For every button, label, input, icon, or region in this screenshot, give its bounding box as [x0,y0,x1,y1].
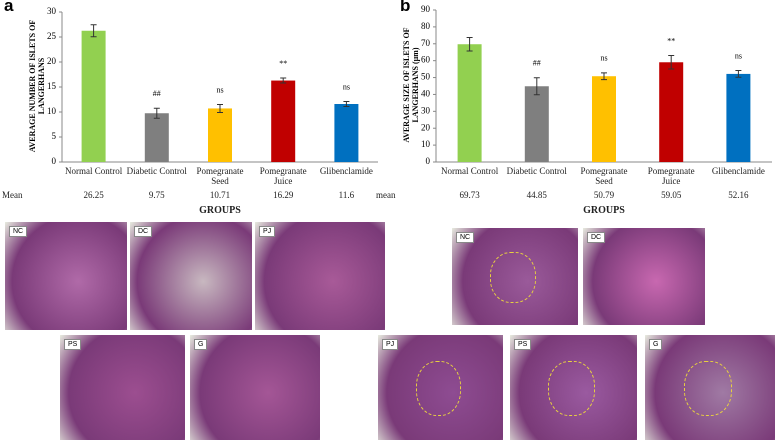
mean-value: 59.05 [661,190,682,200]
mean-value: 10.71 [209,190,231,200]
panel-label: a [4,0,14,15]
significance: ns [216,85,223,94]
bar [726,73,751,162]
mean-value: 69.73 [459,190,480,200]
error-bar [466,36,473,52]
error-bar [217,103,223,113]
mean-row-label: mean [376,190,396,200]
micrograph: DC [583,228,705,325]
bar [334,104,359,162]
image-tag: NC [9,226,28,237]
micrograph: PJ [255,222,385,330]
y-tick-label: 5 [52,131,57,141]
islet-outline [489,252,536,303]
error-bar [601,72,607,81]
islet-outline [548,361,595,416]
image-tag: DC [134,226,153,237]
mean-value: 44.85 [526,190,547,200]
image-tag: DC [587,232,606,243]
error-bar [90,24,97,38]
micrograph: PS [60,335,185,440]
bar [208,108,232,162]
bar [524,86,549,162]
y-tick-label: 70 [421,38,431,48]
y-tick-label: 20 [421,122,431,132]
x-tick-label: Normal Control [64,166,123,176]
y-tick-label: 90 [421,4,431,14]
y-tick-label: 10 [47,106,57,116]
significance: ## [533,59,541,68]
error-bar [280,77,287,84]
image-tag: G [649,339,663,350]
x-tick-label: Normal Control [440,166,499,176]
significance: ns [343,82,350,91]
mean-row-label: Mean [2,190,23,200]
x-axis-label: GROUPS [199,205,241,216]
micrograph: G [190,335,320,440]
y-tick-label: 50 [421,72,431,82]
x-axis-label: GROUPS [583,205,625,216]
image-tag: G [194,339,208,350]
bar [144,113,169,162]
y-tick-label: 10 [421,139,431,149]
x-tick-label: Pomegranate Juice [647,166,695,186]
error-bar [668,55,675,70]
error-bar [735,70,742,78]
significance: ns [600,54,607,63]
image-tag: PS [514,339,532,350]
x-tick-label: Pomegranate Seed [196,166,244,186]
error-bar [153,107,160,119]
micrograph: PJ [378,335,503,440]
x-tick-label: Diabetic Control [126,166,187,176]
y-tick-label: 80 [421,21,431,31]
mean-value: 26.25 [83,190,104,200]
y-tick-label: 30 [47,6,57,16]
mean-value: 52.16 [728,190,749,200]
x-tick-label: Diabetic Control [506,166,567,176]
significance: ## [153,89,161,98]
significance: ** [279,59,287,68]
micrograph: G [645,335,775,440]
x-tick-label: Pomegranate Seed [580,166,628,186]
y-axis-label: AVERAGE NUMBER OF ISLETS OF LANGERHANS [28,19,46,153]
islet-outline [684,361,732,416]
image-tag: PJ [382,339,399,350]
y-tick-label: 0 [52,156,57,166]
mean-value: 50.79 [593,190,615,200]
y-tick-label: 30 [421,105,431,115]
bar [592,76,616,162]
image-tag: PJ [259,226,276,237]
significance: ** [667,36,675,45]
y-tick-label: 0 [426,156,431,166]
error-bar [343,101,350,107]
micrograph: NC [452,228,578,325]
image-tag: PS [64,339,82,350]
x-tick-label: Glibenclamide [319,166,373,176]
x-tick-label: Pomegranate Juice [259,166,307,186]
significance: ns [735,51,742,60]
y-tick-label: 40 [421,89,431,99]
image-tag: NC [456,232,475,243]
panel-label: b [400,0,411,15]
error-bar [533,77,540,96]
x-tick-label: Glibenclamide [711,166,765,176]
y-tick-label: 20 [47,56,57,66]
bar [271,80,296,162]
micrograph: PS [510,335,637,440]
mean-value: 11.6 [338,190,355,200]
micrograph: DC [130,222,252,330]
islet-outline [415,361,462,416]
mean-value: 9.75 [148,190,165,200]
y-tick-label: 15 [47,81,57,91]
y-tick-label: 25 [47,31,57,41]
y-axis-label: AVERAGE SIZE OF ISLETS OF LANGERHANS (μm… [402,27,420,143]
bar [81,30,106,162]
bar [457,44,482,162]
mean-value: 16.29 [273,190,294,200]
y-tick-label: 60 [421,55,431,65]
micrograph: NC [5,222,127,330]
bar [659,62,684,162]
